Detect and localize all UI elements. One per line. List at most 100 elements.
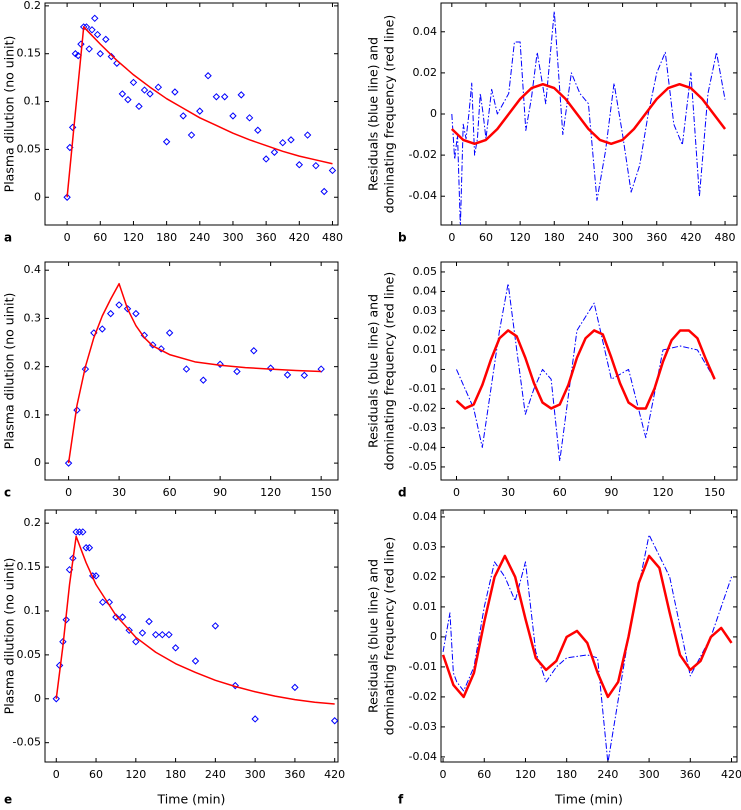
data-point [154, 83, 163, 91]
data-point [62, 616, 70, 624]
panel-letter: e [4, 793, 12, 807]
x-tick-label: 120 [653, 486, 674, 499]
y-tick-label: -0.01 [409, 382, 437, 395]
data-point [52, 695, 60, 703]
data-point [229, 112, 237, 120]
x-tick-label: 90 [604, 486, 618, 499]
x-tick-label: 300 [639, 768, 660, 781]
data-point [303, 131, 312, 139]
subplot: 0 30 60 90 120 150 -0.05 -0.04 -0.03 -0.02 -0.01 0 0… [366, 261, 738, 500]
data-point [233, 367, 241, 376]
panel-letter: c [4, 486, 11, 500]
data-point [140, 86, 149, 94]
data-point [287, 136, 295, 144]
y-tick-label: 0.04 [413, 510, 438, 523]
y-tick-label: -0.03 [409, 421, 437, 434]
y-axis-label: Plasma dilution (no uinit) [2, 36, 17, 193]
x-axis-label: Time (min) [157, 792, 226, 807]
data-point [182, 365, 191, 373]
subplot: 0 60 120 180 240 300 360 420 -0.05 0 0.05 0.1 0.15 0.… [2, 509, 345, 807]
data-line [456, 283, 716, 462]
data-point [220, 93, 229, 101]
x-tick-label: 120 [125, 768, 146, 781]
data-point [245, 114, 254, 122]
data-point [157, 345, 165, 353]
x-tick-label: 60 [163, 486, 177, 499]
x-tick-label: 150 [311, 486, 332, 499]
y-tick-label: 0.02 [413, 66, 438, 79]
data-point [283, 371, 292, 379]
y-axis-label: dominating frequency (red line) [382, 15, 397, 213]
data-point [77, 40, 85, 48]
data-point [115, 301, 123, 309]
data-point [158, 630, 167, 639]
data-point [125, 626, 133, 635]
y-tick-label: -0.04 [409, 440, 437, 453]
x-tick-label: 120 [123, 231, 144, 244]
x-tick-label: 60 [93, 231, 107, 244]
data-point [73, 406, 81, 414]
y-axis-label: Residuals (blue line) and [366, 559, 381, 713]
y-tick-label: 0.15 [17, 47, 42, 60]
plot-area [441, 534, 733, 762]
data-point [81, 365, 90, 373]
x-tick-label: 30 [501, 486, 515, 499]
y-tick-label: -0.04 [409, 189, 437, 202]
data-point [251, 715, 259, 723]
data-point [85, 45, 93, 53]
x-tick-label: 120 [510, 231, 531, 244]
data-point [96, 50, 104, 58]
x-tick-label: 300 [245, 768, 266, 781]
plot-area [52, 528, 338, 725]
y-tick-label: 0 [430, 362, 437, 375]
data-point [118, 90, 127, 98]
y-tick-label: -0.01 [409, 660, 437, 673]
x-tick-label: 360 [256, 231, 277, 244]
data-point [107, 52, 116, 61]
x-tick-label: 240 [578, 231, 599, 244]
x-tick-label: 300 [612, 231, 633, 244]
x-tick-label: 240 [597, 768, 618, 781]
data-point [254, 126, 262, 134]
x-tick-label: 60 [89, 768, 103, 781]
data-point [106, 309, 115, 318]
axes-frame [440, 509, 738, 763]
y-tick-label: -0.05 [13, 736, 41, 749]
x-axis-label: Time (min) [554, 792, 623, 807]
x-tick-label: 30 [112, 486, 126, 499]
y-tick-label: 0.05 [17, 648, 42, 661]
y-tick-label: -0.02 [409, 690, 437, 703]
y-tick-label: 0.03 [413, 540, 438, 553]
data-point [199, 376, 207, 384]
y-axis-label: Residuals (blue line) and [366, 37, 381, 191]
data-point [91, 14, 99, 23]
y-tick-label: 0.1 [24, 604, 42, 617]
data-point [266, 364, 275, 372]
y-tick-label: 0.05 [17, 142, 42, 155]
data-line [442, 534, 732, 762]
y-tick-label: 0.1 [24, 95, 42, 108]
data-point [279, 138, 287, 147]
x-tick-label: 420 [324, 768, 345, 781]
subplot: 0 60 120 180 240 300 360 420 -0.04 -0.03 -0.02 -0.0… [366, 509, 741, 807]
axes-frame [44, 261, 339, 481]
data-point [179, 112, 187, 120]
plot-area [63, 14, 337, 201]
x-tick-label: 360 [284, 768, 305, 781]
data-point [196, 107, 204, 115]
data-point [132, 637, 140, 646]
x-tick-label: 480 [715, 231, 736, 244]
y-tick-label: 0.01 [413, 600, 438, 613]
data-point [124, 95, 132, 104]
data-point [171, 88, 179, 96]
axes-frame [44, 2, 339, 226]
panel-letter: f [398, 793, 404, 807]
x-tick-label: 240 [205, 768, 226, 781]
x-tick-label: 120 [515, 768, 536, 781]
x-tick-label: 150 [704, 486, 725, 499]
data-point [79, 528, 87, 536]
panel-letter: b [398, 231, 407, 245]
y-tick-label: 0.04 [413, 25, 438, 38]
x-tick-label: 120 [260, 486, 281, 499]
